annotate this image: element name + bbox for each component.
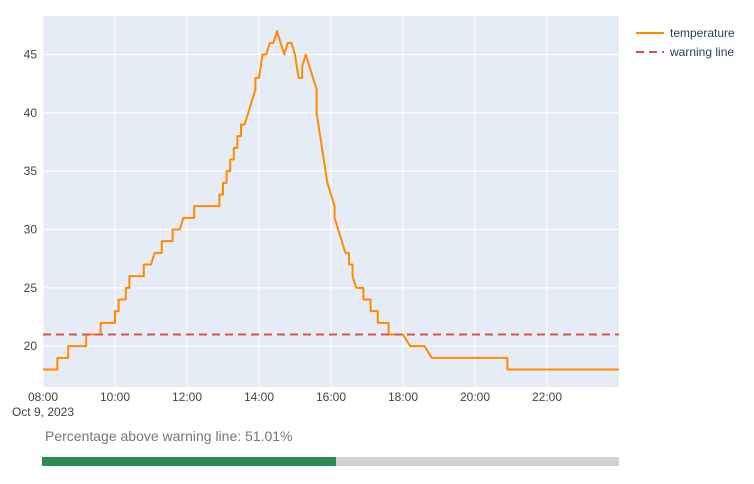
y-tick-label: 20 (24, 339, 38, 353)
legend-label-temperature[interactable]: temperature (670, 26, 735, 40)
x-tick-label: 14:00 (244, 390, 274, 404)
legend[interactable]: temperature warning line (636, 26, 735, 59)
x-tick-label: 18:00 (388, 390, 418, 404)
progress-bar-fill (42, 457, 337, 466)
percent-above-warning-text: Percentage above warning line: 51.01% (45, 428, 293, 444)
x-tick-label: 22:00 (532, 390, 562, 404)
x-axis-date-label: Oct 9, 2023 (12, 405, 74, 419)
temperature-series-line (43, 30, 619, 371)
y-tick-label: 30 (24, 223, 38, 237)
y-tick-label: 25 (24, 281, 38, 295)
series-layer (43, 30, 619, 371)
x-tick-label: 10:00 (100, 390, 130, 404)
x-tick-label: 12:00 (172, 390, 202, 404)
x-axis-ticks: Oct 9, 2023 08:00 10:00 12:00 14:00 16:00 18:… (12, 390, 562, 419)
y-tick-label: 35 (24, 164, 38, 178)
x-tick-label: 08:00 (28, 390, 58, 404)
progress-bar (42, 457, 619, 466)
grid (42, 16, 619, 387)
y-axis-ticks: 20 25 30 35 40 45 (24, 48, 38, 354)
y-tick-label: 45 (24, 48, 38, 62)
x-tick-label: 16:00 (316, 390, 346, 404)
legend-label-warning-line[interactable]: warning line (669, 45, 734, 59)
y-tick-label: 40 (24, 106, 38, 120)
x-tick-label: 20:00 (460, 390, 490, 404)
